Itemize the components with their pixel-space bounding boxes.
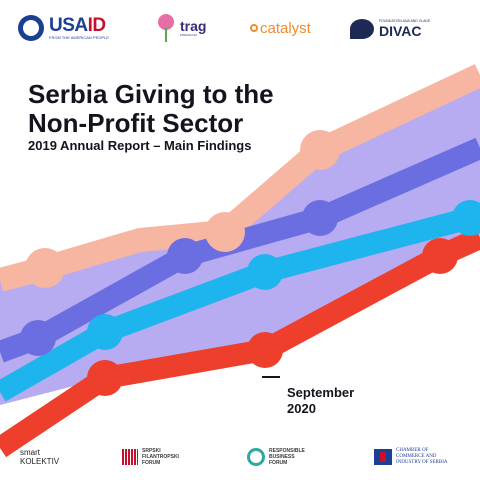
sfp-line1: SRPSKI	[142, 448, 161, 454]
chamber-line2: COMMERCE AND	[396, 454, 437, 459]
chamber-line3: INDUSTRY OF SERBIA	[396, 460, 448, 465]
usaid-name-accent: ID	[87, 14, 107, 36]
smart-kolektiv-logo: smart KOLEKTIV	[20, 444, 59, 470]
catalyst-name: catalyst	[260, 19, 311, 37]
trag-tagline: FONDACIJA	[180, 32, 198, 37]
divac-logo: FOUNDATION ANA AND VLADE DIVAC	[350, 10, 454, 46]
rbf-ring-icon	[247, 448, 265, 466]
report-subtitle: 2019 Annual Report – Main Findings	[28, 138, 252, 153]
graphic-dot-cyan-1	[87, 314, 123, 350]
usaid-name-main: USA	[49, 14, 88, 36]
trag-logo: trag FONDACIJA	[156, 10, 236, 46]
usaid-logo: USAID FROM THE AMERICAN PEOPLE	[18, 10, 128, 46]
responsible-business-forum-logo: RESPONSIBLE BUSINESS FORUM	[247, 444, 305, 470]
catalyst-dot-icon	[250, 24, 258, 32]
rbf-line3: FORUM	[269, 460, 288, 466]
catalyst-logo: catalyst	[250, 10, 330, 46]
smart-line1: smart	[20, 448, 40, 457]
divac-mark-icon	[350, 15, 376, 41]
graphic-dot-red-2	[247, 332, 283, 368]
flower-icon	[156, 14, 176, 42]
report-title-line1: Serbia Giving to the	[28, 79, 274, 109]
graphic-dot-purple-2	[167, 238, 203, 274]
srpski-filantropski-forum-logo: SRPSKI FILANTROPSKI FORUM	[122, 444, 179, 470]
rbf-line2: BUSINESS	[269, 454, 295, 460]
graphic-dot-purple-3	[302, 200, 338, 236]
graphic-dot-cyan-3	[452, 200, 480, 236]
report-title-line2: Non-Profit Sector	[28, 108, 244, 138]
report-date-year: 2020	[287, 401, 316, 416]
chamber-of-commerce-logo: CHAMBER OF COMMERCE AND INDUSTRY OF SERB…	[374, 444, 448, 470]
divac-name: DIVAC	[379, 22, 422, 39]
graphic-dot-red-3	[422, 238, 458, 274]
graphic-dot-red-1	[87, 360, 123, 396]
sfp-mark-icon	[122, 449, 138, 465]
usaid-seal-icon	[18, 15, 44, 41]
graphic-dot-cyan-2	[247, 254, 283, 290]
report-title: Serbia Giving to the Non-Profit Sector	[28, 80, 448, 138]
usaid-tagline: FROM THE AMERICAN PEOPLE	[49, 34, 109, 40]
chamber-emblem-icon	[374, 449, 392, 465]
chamber-line1: CHAMBER OF	[396, 448, 429, 453]
report-date: September 2020	[287, 385, 387, 417]
rbf-line1: RESPONSIBLE	[269, 448, 305, 454]
graphic-dot-peach-1	[25, 248, 65, 288]
trag-name: trag	[180, 17, 207, 34]
graphic-dot-peach-3	[300, 130, 340, 170]
smart-line2: KOLEKTIV	[20, 457, 60, 466]
sfp-line3: FORUM	[142, 460, 161, 466]
divac-tagline: FOUNDATION ANA AND VLADE	[379, 18, 431, 23]
graphic-dot-purple-1	[20, 320, 56, 356]
graphic-dot-peach-2	[205, 212, 245, 252]
report-date-month: September	[287, 385, 355, 400]
sfp-line2: FILANTROPSKI	[142, 454, 179, 460]
date-rule	[262, 376, 280, 378]
